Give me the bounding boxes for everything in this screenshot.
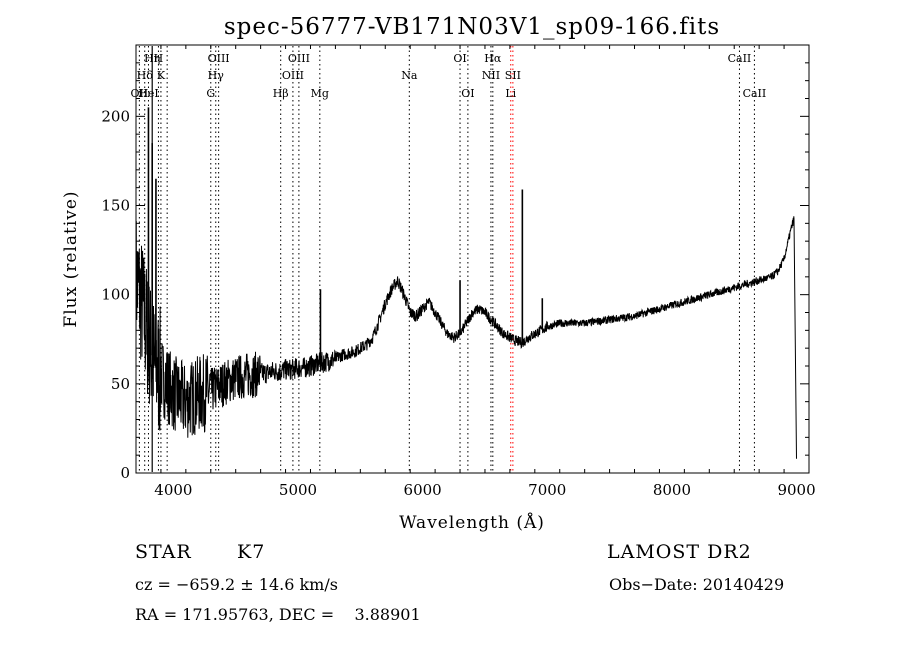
observation-date: Obs−Date: 20140429 [609,575,785,594]
marker-label-19: Li [505,87,516,100]
x-tick-label: 8000 [653,481,691,499]
marker-label-9: OIII [208,52,230,65]
marker-label-13: Mg [311,87,329,100]
marker-label-3: Hη [144,52,160,65]
x-tick-label: 5000 [279,481,317,499]
y-tick-label: 0 [120,464,130,482]
marker-label-16: OI [461,87,474,100]
y-tick-label: 150 [101,197,130,215]
survey-name: LAMOST DR2 [607,541,752,563]
spectrum-line [135,216,797,459]
y-axis-label: Flux (relative) [61,190,81,327]
marker-label-14: Na [401,69,418,82]
marker-label-15: OI [453,52,466,65]
marker-label-0: OII [131,87,149,100]
x-tick-label: 7000 [528,481,566,499]
redshift-readout: cz = −659.2 ± 14.6 km/s [135,575,338,594]
plot-area [135,107,797,459]
marker-label-1: Hδ [137,69,154,82]
object-subclass: K7 [237,541,266,563]
marker-label-10: Hβ [273,87,289,100]
object-class: STAR [135,541,192,563]
x-tick-label: 4000 [154,481,192,499]
marker-label-12: OIII [288,52,310,65]
marker-label-8: Hγ [208,69,225,82]
y-tick-label: 50 [111,375,130,393]
plot-frame [135,44,810,474]
marker-label-7: G [206,87,215,100]
marker-label-22: CaII [743,87,767,100]
chart-title: spec-56777-VB171N03V1_sp09-166.fits [224,14,720,40]
x-tick-label: 9000 [777,481,815,499]
x-axis: 4000 5000 6000 7000 8000 9000 [135,45,816,499]
marker-label-21: CaII [728,52,752,65]
marker-label-17: NII [482,69,500,82]
y-axis: 0 50 100 150 200 [101,44,809,482]
marker-label-18: Hα [484,52,502,65]
marker-label-4: H [154,52,164,65]
marker-label-20: SII [505,69,521,82]
x-axis-label: Wavelength (Å) [399,512,545,533]
marker-label-5: K [157,69,166,82]
y-tick-label: 100 [101,286,130,304]
marker-label-11: OIII [282,69,304,82]
y-tick-label: 200 [101,107,130,125]
x-tick-label: 6000 [404,481,442,499]
marker-label-2: HeI [138,87,158,100]
coordinates-readout: RA = 171.95763, DEC = 3.88901 [135,605,421,624]
